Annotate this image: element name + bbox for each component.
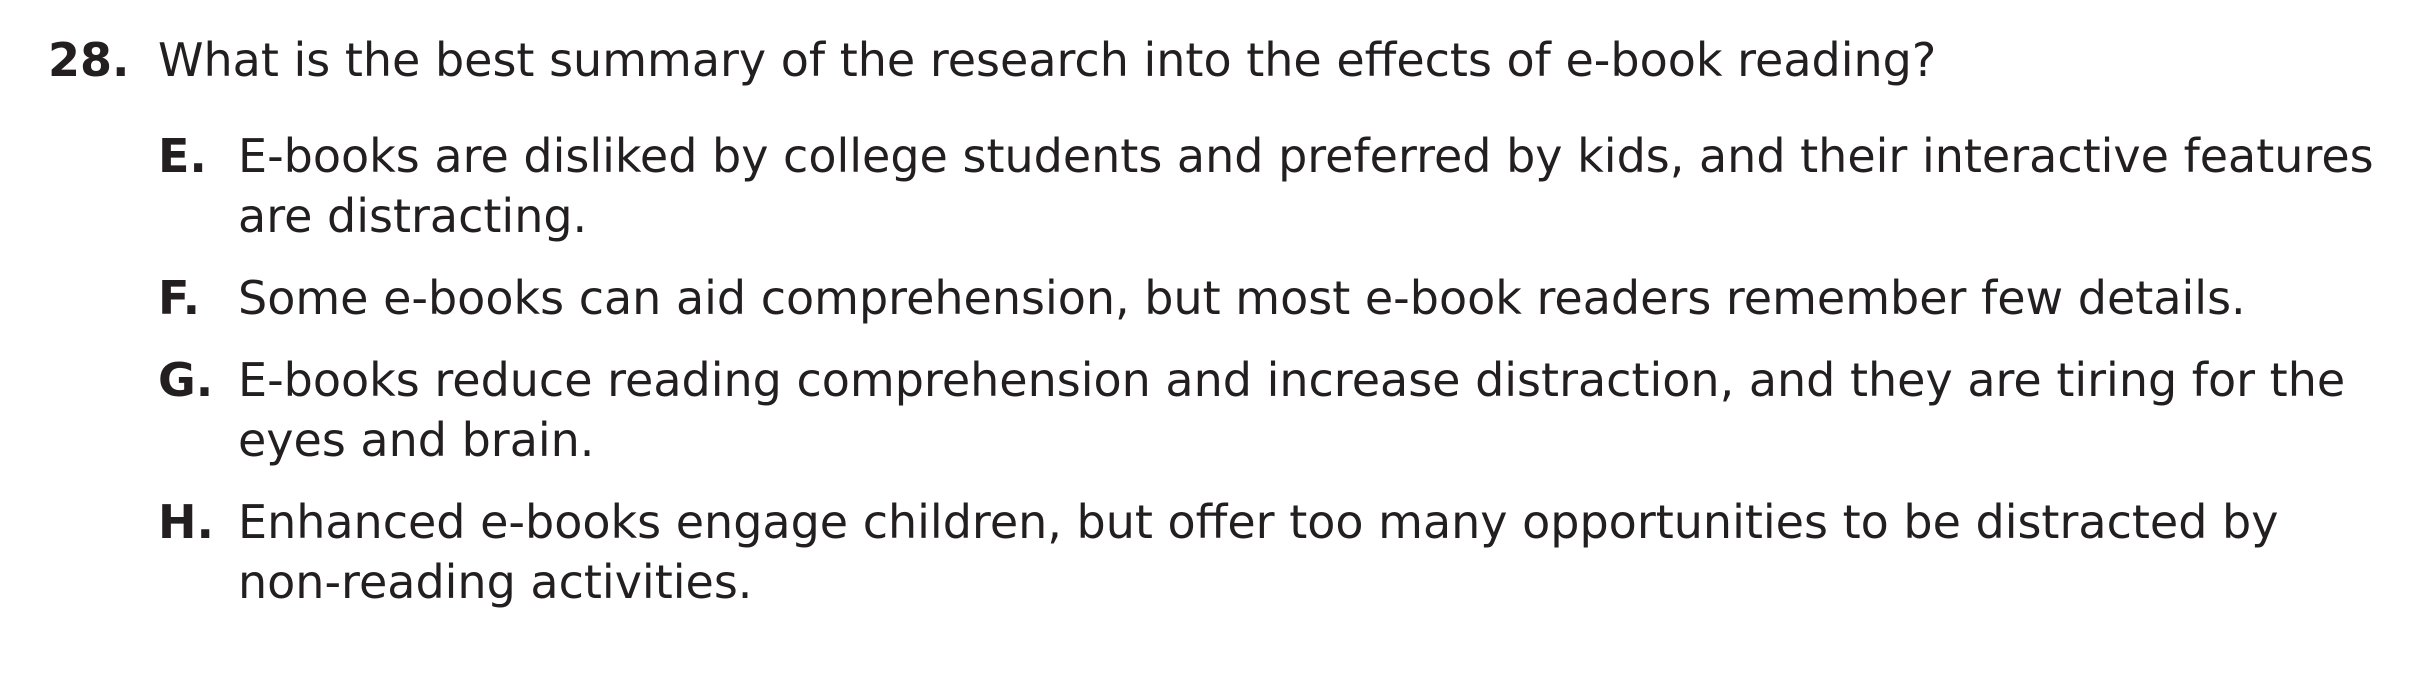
question-text: What is the best summary of the research… (158, 33, 1937, 87)
choice-text: E-books reduce reading comprehension and… (238, 353, 2346, 467)
answer-choice-h[interactable]: H. Enhanced e-books engage children, but… (158, 492, 2386, 612)
answer-choice-g[interactable]: G. E-books reduce reading comprehension … (158, 350, 2386, 470)
answer-choice-f[interactable]: F. Some e-books can aid comprehension, b… (158, 268, 2386, 328)
question-number: 28. (48, 33, 130, 87)
answer-choices: E. E-books are disliked by college stude… (158, 126, 2386, 612)
choice-letter: E. (158, 129, 207, 183)
choice-letter: H. (158, 495, 214, 549)
answer-choice-e[interactable]: E. E-books are disliked by college stude… (158, 126, 2386, 246)
choice-text: Some e-books can aid comprehension, but … (238, 271, 2246, 325)
choice-text: E-books are disliked by college students… (238, 129, 2374, 243)
choice-letter: F. (158, 271, 201, 325)
question-header: 28. What is the best summary of the rese… (48, 30, 2386, 90)
choice-text: Enhanced e-books engage children, but of… (238, 495, 2279, 609)
question-block: 28. What is the best summary of the rese… (48, 30, 2386, 634)
choice-letter: G. (158, 353, 214, 407)
